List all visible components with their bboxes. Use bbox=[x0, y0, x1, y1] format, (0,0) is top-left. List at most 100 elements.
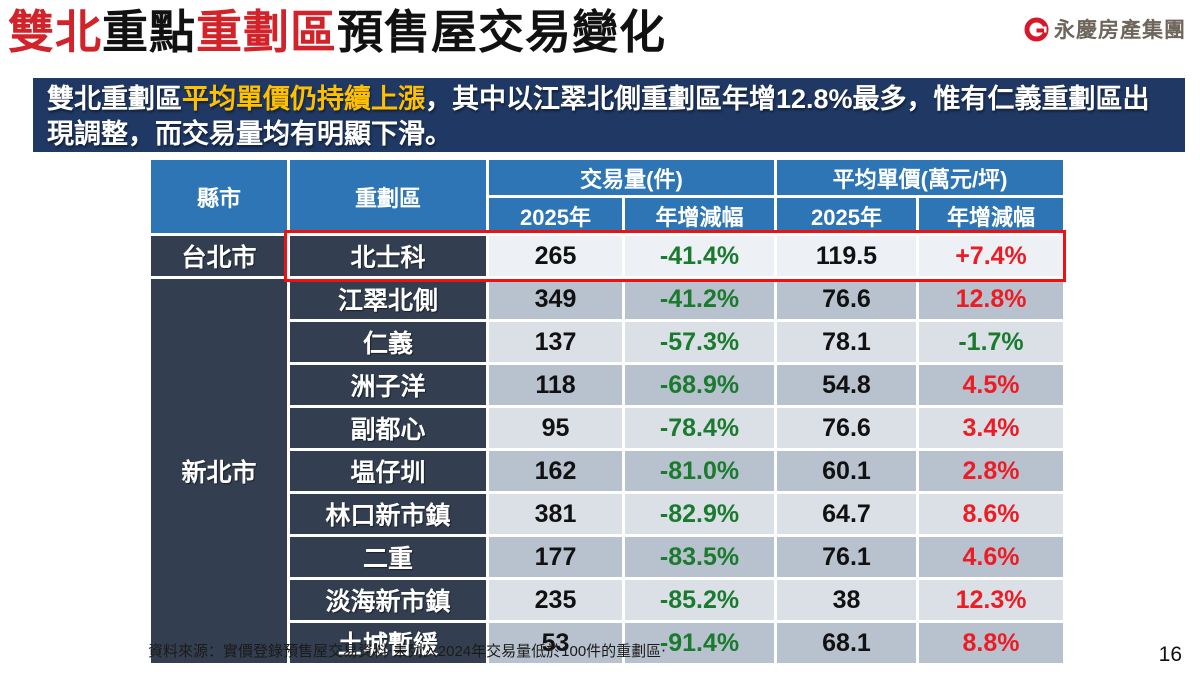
price-cell: 54.8 bbox=[774, 362, 919, 408]
header-volume-yoy: 年增減幅 bbox=[622, 195, 777, 236]
price-yoy-value: 12.3% bbox=[955, 585, 1027, 614]
header-price-year: 2025年 bbox=[774, 195, 919, 236]
table-row: 二重 177 -83.5% 76.1 4.6% bbox=[150, 534, 1067, 580]
volume-cell: 177 bbox=[486, 534, 625, 580]
title-segment: 重點 bbox=[102, 6, 196, 58]
logo-company-name: 永慶房產集團 bbox=[1054, 19, 1186, 42]
header-price-yoy: 年增減幅 bbox=[915, 195, 1067, 236]
price-cell: 76.6 bbox=[774, 276, 919, 322]
volume-yoy-value: -57.3% bbox=[659, 327, 740, 356]
price-yoy-value: +7.4% bbox=[955, 241, 1027, 270]
table-row: 淡海新市鎮 235 -85.2% 38 12.3% bbox=[150, 577, 1067, 623]
county-cell: 新北市 bbox=[148, 276, 290, 666]
price-yoy-value: 8.8% bbox=[962, 628, 1020, 657]
table-row: 新北市 江翠北側 349 -41.2% 76.6 12.8% bbox=[148, 276, 1067, 666]
price-cell: 76.6 bbox=[774, 405, 919, 451]
table-row: 台北市 北士科 265 -41.4% 119.5 +7.4% bbox=[148, 233, 1067, 279]
price-yoy-cell: 3.4% bbox=[915, 405, 1067, 451]
volume-cell: 381 bbox=[486, 491, 625, 537]
price-yoy-value: 4.6% bbox=[962, 542, 1020, 571]
header-volume-group: 交易量(件) bbox=[486, 157, 777, 198]
price-yoy-cell: +7.4% bbox=[915, 233, 1067, 279]
price-yoy-value: 8.6% bbox=[962, 499, 1020, 528]
district-cell: 副都心 bbox=[287, 405, 489, 451]
source-note: 資料來源：實價登錄預售屋交易資料‧未列入2024年交易量低於100件的重劃區‧ bbox=[148, 643, 666, 660]
volume-yoy-cell: -91.4% bbox=[622, 620, 777, 666]
volume-yoy-value: -41.4% bbox=[659, 241, 740, 270]
volume-yoy-value: -41.2% bbox=[659, 284, 740, 313]
table-row: 塭仔圳 162 -81.0% 60.1 2.8% bbox=[150, 448, 1067, 494]
volume-yoy-cell: -41.2% bbox=[622, 276, 777, 322]
price-yoy-cell: 4.5% bbox=[915, 362, 1067, 408]
volume-cell: 162 bbox=[486, 448, 625, 494]
logo-ring-icon bbox=[1024, 17, 1049, 41]
volume-cell: 137 bbox=[486, 319, 625, 365]
volume-yoy-value: -81.0% bbox=[659, 456, 740, 485]
volume-yoy-value: -82.9% bbox=[659, 499, 740, 528]
district-cell: 淡海新市鎮 bbox=[287, 577, 489, 623]
banner-highlight-text: 平均單價仍持續上漲 bbox=[182, 84, 425, 114]
district-cell: 仁義 bbox=[287, 319, 489, 365]
page-number: 16 bbox=[1158, 643, 1182, 666]
price-cell: 64.7 bbox=[774, 491, 919, 537]
volume-cell: 118 bbox=[486, 362, 625, 408]
price-cell: 68.1 bbox=[774, 620, 919, 666]
table-row: 副都心 95 -78.4% 76.6 3.4% bbox=[150, 405, 1067, 451]
price-cell: 38 bbox=[774, 577, 919, 623]
banner-lead-text: 雙北重劃區 bbox=[47, 84, 182, 114]
table-row: 林口新市鎮 381 -82.9% 64.7 8.6% bbox=[150, 491, 1067, 537]
table-header-row-sub: 2025年 年增減幅 2025年 年增減幅 bbox=[150, 195, 1067, 236]
price-yoy-value: 3.4% bbox=[962, 413, 1020, 442]
volume-yoy-cell: -57.3% bbox=[622, 319, 777, 365]
price-yoy-value: 4.5% bbox=[962, 370, 1020, 399]
header-price-group: 平均單價(萬元/坪) bbox=[773, 157, 1067, 198]
volume-yoy-value: -85.2% bbox=[659, 585, 740, 614]
volume-cell: 265 bbox=[486, 233, 625, 279]
volume-cell: 95 bbox=[486, 405, 625, 451]
volume-yoy-cell: -41.4% bbox=[622, 233, 777, 279]
summary-banner: 雙北重劃區平均單價仍持續上漲，其中以江翠北側重劃區年增12.8%最多，惟有仁義重… bbox=[33, 78, 1185, 152]
price-yoy-cell: -1.7% bbox=[915, 319, 1067, 365]
district-cell: 洲子洋 bbox=[287, 362, 489, 408]
volume-yoy-cell: -85.2% bbox=[622, 577, 777, 623]
volume-yoy-cell: -82.9% bbox=[622, 491, 777, 537]
price-cell: 76.1 bbox=[774, 534, 919, 580]
volume-yoy-cell: -81.0% bbox=[622, 448, 777, 494]
header-county: 縣市 bbox=[148, 157, 290, 236]
page-title: 雙北重點重劃區預售屋交易變化 bbox=[8, 4, 666, 60]
district-cell: 二重 bbox=[287, 534, 489, 580]
table-row: 仁義 137 -57.3% 78.1 -1.7% bbox=[150, 319, 1067, 365]
table-header-row-top: 縣市 重劃區 交易量(件) 平均單價(萬元/坪) bbox=[148, 157, 1067, 236]
volume-yoy-cell: -68.9% bbox=[622, 362, 777, 408]
title-segment: 雙北 bbox=[8, 6, 102, 58]
table-row: 土城暫緩 53 -91.4% 68.1 8.8% bbox=[150, 620, 1067, 666]
price-yoy-cell: 12.3% bbox=[915, 577, 1067, 623]
price-yoy-cell: 8.6% bbox=[915, 491, 1067, 537]
price-yoy-value: 12.8% bbox=[955, 284, 1027, 313]
price-cell: 60.1 bbox=[774, 448, 919, 494]
price-yoy-value: 2.8% bbox=[962, 456, 1020, 485]
volume-yoy-value: -83.5% bbox=[659, 542, 740, 571]
volume-cell: 349 bbox=[486, 276, 625, 322]
price-yoy-cell: 8.8% bbox=[915, 620, 1067, 666]
volume-yoy-value: -78.4% bbox=[659, 413, 740, 442]
table-row: 洲子洋 118 -68.9% 54.8 4.5% bbox=[150, 362, 1067, 408]
volume-cell: 235 bbox=[486, 577, 625, 623]
volume-yoy-value: -68.9% bbox=[659, 370, 740, 399]
volume-yoy-value: -91.4% bbox=[659, 628, 740, 657]
price-cell: 119.5 bbox=[774, 233, 919, 279]
price-yoy-value: -1.7% bbox=[958, 327, 1024, 356]
district-cell: 江翠北側 bbox=[287, 276, 489, 322]
banner-rest-text: ，其中以江翠北側重劃區年增12.8%最多，惟有仁義重劃區出現調整，而交易量均有明… bbox=[47, 84, 1150, 149]
price-cell: 78.1 bbox=[774, 319, 919, 365]
price-yoy-cell: 4.6% bbox=[915, 534, 1067, 580]
district-cell: 北士科 bbox=[287, 233, 489, 279]
price-yoy-cell: 12.8% bbox=[915, 276, 1067, 322]
data-table: 縣市 重劃區 交易量(件) 平均單價(萬元/坪) 2025年 年增減幅 2025… bbox=[148, 157, 1067, 666]
header-volume-year: 2025年 bbox=[486, 195, 625, 236]
title-segment: 預售屋交易變化 bbox=[337, 6, 666, 58]
volume-yoy-cell: -78.4% bbox=[622, 405, 777, 451]
price-yoy-cell: 2.8% bbox=[915, 448, 1067, 494]
county-cell: 台北市 bbox=[148, 233, 290, 279]
title-segment: 重劃區 bbox=[196, 6, 337, 58]
